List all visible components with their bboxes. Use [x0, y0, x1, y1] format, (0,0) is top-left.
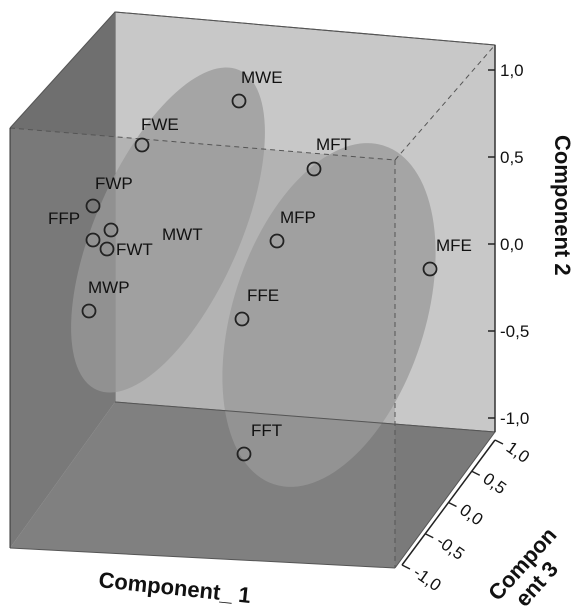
- z-tick-mark: [401, 564, 411, 570]
- point-label-mfp: MFP: [280, 208, 316, 227]
- points-layer: MWE FWE FWP FFP FWT MWT MWP MFT MFP FFE MFE FFT: [48, 68, 472, 462]
- point-label-mwt: MWT: [162, 225, 203, 244]
- z-tick-label: 0,5: [479, 469, 509, 498]
- point-label-mft: MFT: [316, 135, 351, 154]
- y-axis-title: Component 2: [550, 135, 575, 276]
- z-tick-mark: [471, 470, 481, 476]
- z-tick-label: 1,0: [503, 438, 533, 467]
- z-tick-mark: [424, 533, 434, 539]
- group-ellipse-left: [71, 67, 265, 393]
- data-point-mwt: [103, 222, 119, 238]
- point-label-fwp: FWP: [95, 174, 133, 193]
- data-point-mwe: [231, 93, 247, 109]
- y-tick-label: -0,5: [500, 322, 529, 341]
- point-label-mwe: MWE: [241, 68, 283, 87]
- data-point-mfp: [269, 233, 285, 249]
- data-point-ffp: [85, 232, 101, 248]
- data-point-mfe: [422, 261, 438, 277]
- point-label-mwp: MWP: [88, 278, 130, 297]
- y-tick-label: 0,5: [500, 148, 524, 167]
- z-tick-mark: [448, 501, 457, 508]
- y-axis: 1,0 0,5 0,0 -0,5 -1,0: [488, 61, 529, 428]
- data-point-fwp: [85, 198, 101, 214]
- point-label-fwe: FWE: [141, 115, 179, 134]
- z-tick-label: -0,5: [433, 531, 468, 563]
- y-tick-label: 1,0: [500, 61, 524, 80]
- point-label-fft: FFT: [251, 421, 282, 440]
- z-tick-label: 0,0: [456, 500, 486, 529]
- z-tick-mark: [494, 439, 504, 445]
- floor: [10, 402, 495, 568]
- box-edges: [9, 11, 496, 569]
- z-tick-label: -1,0: [410, 563, 445, 595]
- data-point-fwt: [99, 241, 115, 257]
- y-tick-label: -1,0: [500, 409, 529, 428]
- point-label-ffp: FFP: [48, 209, 80, 228]
- left-wall: [10, 12, 115, 548]
- point-label-ffe: FFE: [247, 286, 279, 305]
- point-label-mfe: MFE: [436, 236, 472, 255]
- data-point-ffe: [234, 311, 250, 327]
- x-axis-title: Component_ 1: [97, 567, 252, 608]
- data-point-fwe: [134, 137, 150, 153]
- group-ellipse-right: [222, 143, 436, 487]
- point-label-fwt: FWT: [116, 240, 153, 259]
- data-point-mwp: [81, 303, 97, 319]
- data-point-mft: [306, 161, 322, 177]
- data-point-fft: [236, 446, 252, 462]
- y-tick-label: 0,0: [500, 235, 524, 254]
